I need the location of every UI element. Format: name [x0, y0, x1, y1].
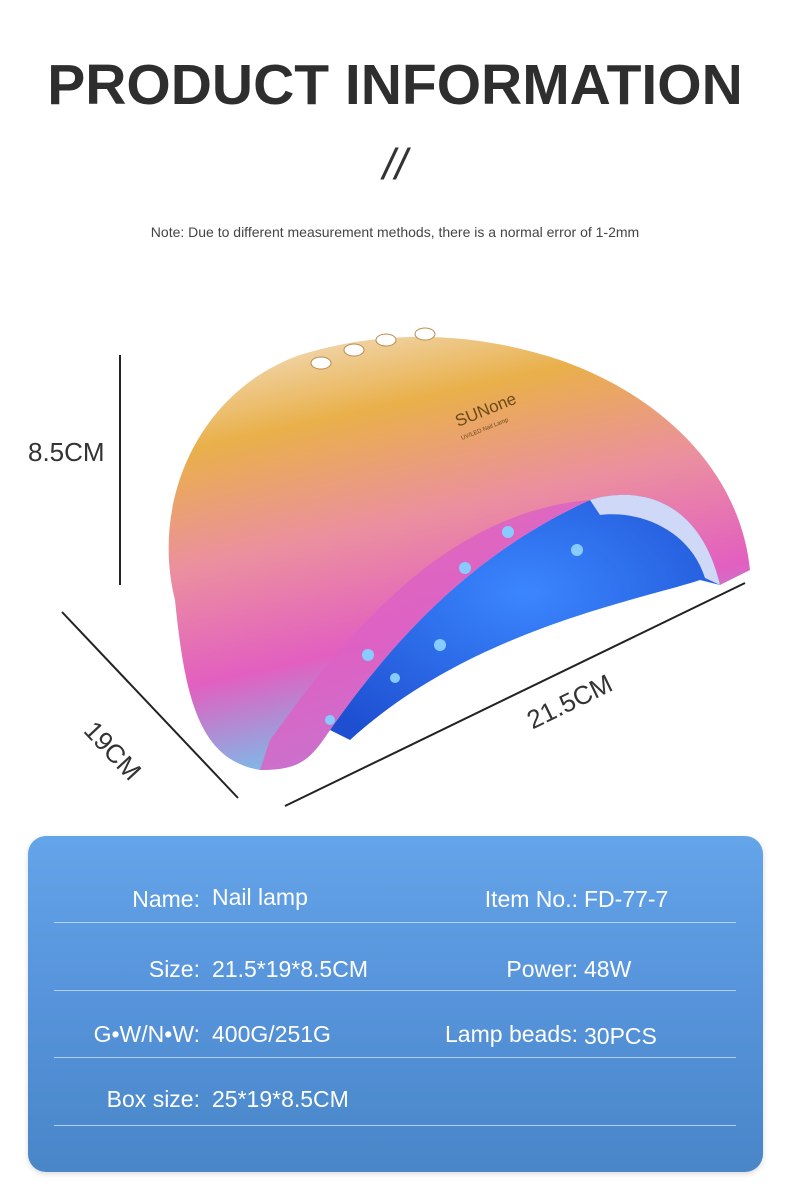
- depth-line: [61, 611, 239, 799]
- spec-value: 30PCS: [584, 1023, 657, 1049]
- spec-label: Item No.:: [484, 886, 578, 912]
- spec-panel: Name: Nail lamp Item No.: FD-77-7 Size: …: [28, 836, 763, 1172]
- spec-label: Name:: [132, 886, 200, 912]
- title-divider: //: [382, 140, 408, 189]
- dimension-lines: [61, 355, 746, 807]
- spec-value: 48W: [584, 956, 632, 982]
- spec-label: Box size:: [106, 1086, 200, 1112]
- row-divider: [54, 1125, 736, 1126]
- height-label: 8.5CM: [28, 437, 105, 467]
- inner-reflector: [590, 494, 720, 585]
- spec-value: Nail lamp: [212, 884, 308, 910]
- spec-value: 21.5*19*8.5CM: [212, 956, 368, 982]
- led-cavity: [330, 494, 720, 740]
- spec-value: FD-77-7: [584, 886, 669, 912]
- measurement-note: Note: Due to different measurement metho…: [150, 224, 640, 240]
- led-beads: [325, 526, 583, 725]
- lamp-front-arch: [260, 500, 590, 770]
- spec-value: 400G/251G: [212, 1021, 331, 1047]
- spec-label: Power:: [506, 956, 578, 982]
- spec-label: G•W/N•W:: [93, 1021, 200, 1047]
- control-buttons: [310, 327, 436, 370]
- spec-label: Size:: [148, 956, 200, 982]
- page-title: PRODUCT INFORMATION: [47, 53, 743, 117]
- product-image: SUNone UV/LED Nail Lamp: [61, 327, 750, 807]
- width-line: [284, 582, 746, 807]
- spec-label: Lamp beads:: [445, 1021, 578, 1047]
- row-divider: [54, 990, 736, 991]
- spec-value: 25*19*8.5CM: [212, 1086, 349, 1112]
- row-divider: [54, 922, 736, 923]
- row-divider: [54, 1057, 736, 1058]
